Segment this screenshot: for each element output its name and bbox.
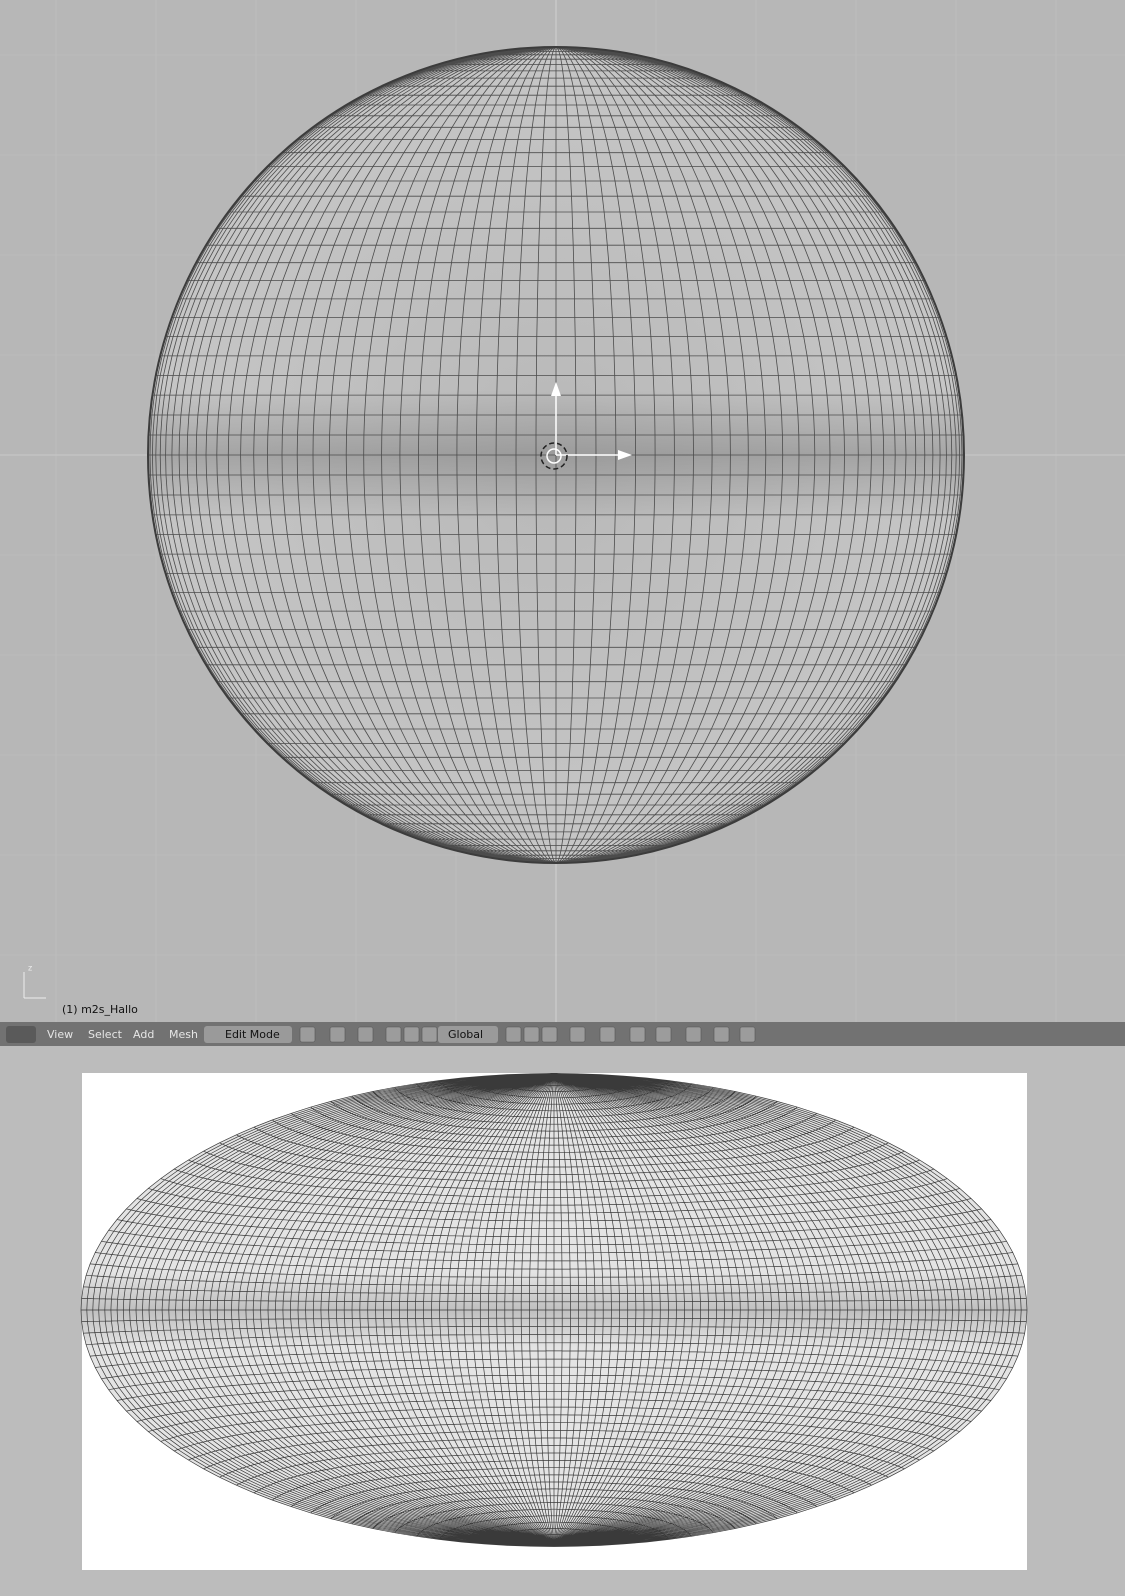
uv-wireframe	[80, 1073, 1028, 1547]
header-icon[interactable]	[599, 1026, 616, 1043]
menu-item[interactable]: Mesh	[169, 1028, 198, 1041]
axis-widget	[23, 972, 46, 999]
header-icon[interactable]	[685, 1026, 702, 1043]
gizmo-arrow	[551, 382, 561, 396]
mode-label: Edit Mode	[225, 1028, 280, 1041]
object-label: (1) m2s_Hallo	[62, 1003, 138, 1016]
orientation-label: Global	[448, 1028, 483, 1041]
header-icon[interactable]	[329, 1026, 346, 1043]
header-icon[interactable]	[357, 1026, 374, 1043]
3d-cursor	[546, 448, 562, 464]
orientation-dropdown[interactable]	[438, 1026, 498, 1043]
editor-type-button[interactable]	[6, 1026, 36, 1043]
header-icons	[299, 1026, 756, 1043]
header-icon[interactable]	[403, 1026, 420, 1043]
transform-gizmo[interactable]	[540, 382, 632, 470]
gizmo-arrow	[618, 450, 632, 460]
header-icon[interactable]	[569, 1026, 586, 1043]
header-icon[interactable]	[541, 1026, 558, 1043]
header-icon[interactable]	[421, 1026, 438, 1043]
menu-item[interactable]: Select	[88, 1028, 123, 1041]
menu-item[interactable]: View	[47, 1028, 73, 1041]
3d-cursor	[540, 442, 568, 470]
header-icon[interactable]	[299, 1026, 316, 1043]
menu-item[interactable]: Add	[133, 1028, 154, 1041]
axis-label: z	[28, 964, 32, 973]
header-bar	[0, 1022, 1125, 1046]
header-icon[interactable]	[385, 1026, 402, 1043]
mode-dropdown[interactable]	[204, 1026, 292, 1043]
header-icon[interactable]	[523, 1026, 540, 1043]
header-icon[interactable]	[713, 1026, 730, 1043]
header-icon[interactable]	[629, 1026, 646, 1043]
header-icon[interactable]	[739, 1026, 756, 1043]
header-icon[interactable]	[505, 1026, 522, 1043]
sphere-outline	[147, 46, 965, 864]
header-icon[interactable]	[655, 1026, 672, 1043]
